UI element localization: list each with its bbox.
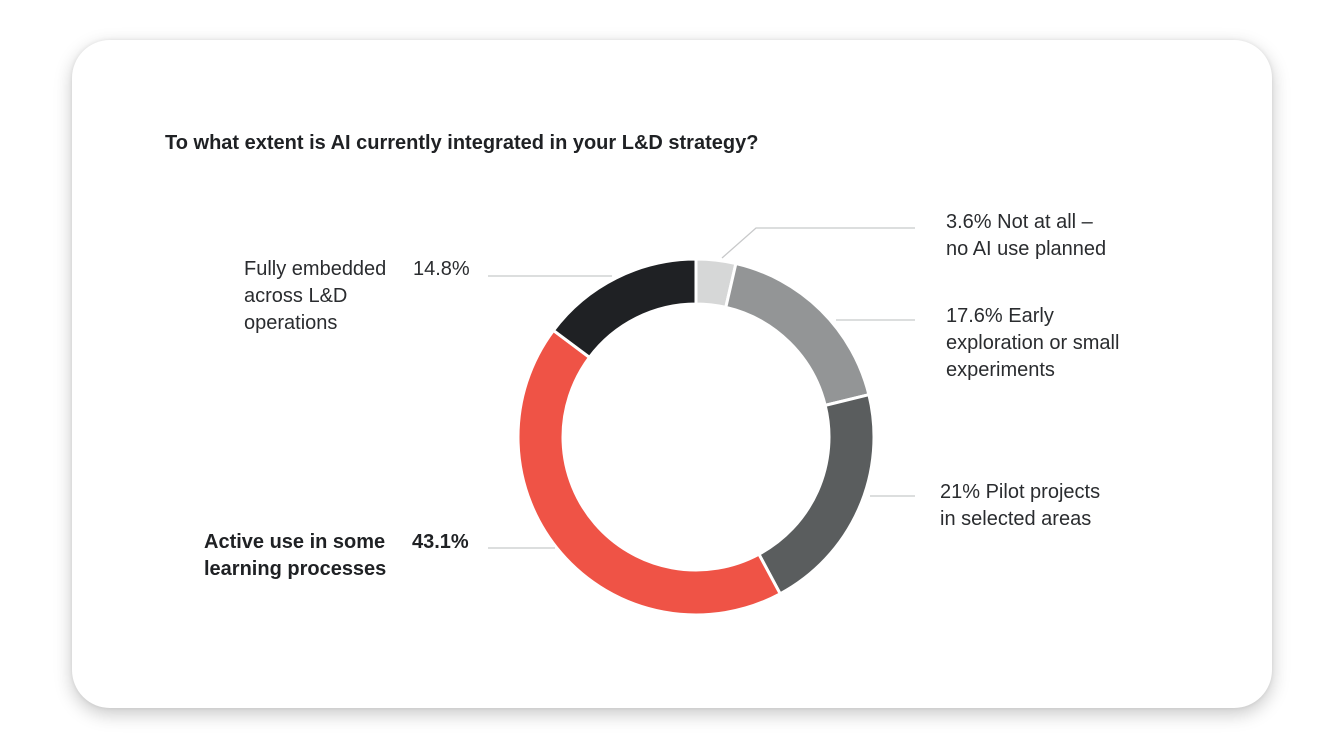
donut-slice-active-use	[516, 328, 782, 617]
slice-value-pilot-projects: 21%	[940, 481, 981, 503]
slice-label-early-exploration: 17.6% Early exploration or small experim…	[946, 305, 1120, 381]
donut-slice-fully-embedded	[551, 257, 698, 359]
chart-title: To what extent is AI currently integrate…	[165, 132, 759, 154]
slice-value-active-use: 43.1%	[412, 531, 469, 553]
slice-label-not-at-all: 3.6% Not at all – no AI use planned	[946, 211, 1107, 260]
slice-value-early-exploration: 17.6%	[946, 305, 1003, 327]
slice-label-active-use: Active use in some learning processes	[204, 531, 387, 580]
slice-value-not-at-all: 3.6%	[946, 211, 992, 233]
slice-value-fully-embedded: 14.8%	[413, 258, 470, 280]
leader-line-not-at-all	[721, 227, 915, 259]
donut-slice-early-exploration	[724, 262, 871, 407]
slice-label-fully-embedded: Fully embedded across L&D operations	[244, 258, 387, 334]
donut-slice-pilot-projects	[757, 393, 876, 596]
slice-label-pilot-projects: 21% Pilot projects in selected areas	[940, 481, 1101, 530]
